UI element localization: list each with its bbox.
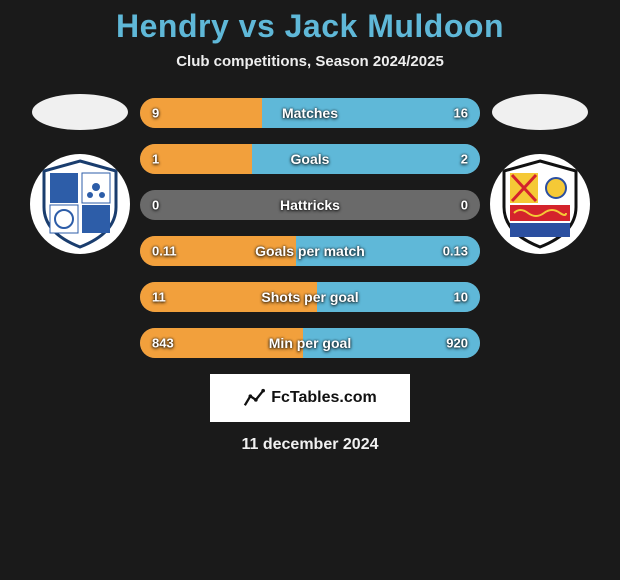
stat-value-left: 9 bbox=[152, 106, 159, 121]
stat-bar: 843 Min per goal 920 bbox=[140, 328, 480, 358]
stat-bar: 0.11 Goals per match 0.13 bbox=[140, 236, 480, 266]
player-right-crest bbox=[490, 154, 590, 254]
shield-icon bbox=[40, 159, 120, 249]
stat-value-left: 0.11 bbox=[152, 244, 177, 259]
shield-icon bbox=[500, 159, 580, 249]
stat-bar: 9 Matches 16 bbox=[140, 98, 480, 128]
stat-label: Shots per goal bbox=[261, 289, 358, 305]
comparison-container: Hendry vs Jack Muldoon Club competitions… bbox=[0, 0, 620, 580]
stat-label: Min per goal bbox=[269, 335, 351, 351]
stat-value-right: 10 bbox=[454, 290, 468, 305]
stat-value-right: 0.13 bbox=[443, 244, 468, 259]
stat-value-left: 1 bbox=[152, 152, 159, 167]
brand-box: FcTables.com bbox=[210, 374, 410, 422]
date-label: 11 december 2024 bbox=[242, 436, 379, 454]
player-right-column bbox=[480, 94, 600, 254]
stat-fill-right bbox=[252, 144, 480, 174]
page-title: Hendry vs Jack Muldoon bbox=[116, 8, 504, 45]
stat-bar: 0 Hattricks 0 bbox=[140, 190, 480, 220]
stat-value-left: 0 bbox=[152, 198, 159, 213]
stat-value-right: 2 bbox=[461, 152, 468, 167]
stat-value-right: 920 bbox=[446, 336, 468, 351]
stat-label: Goals bbox=[291, 151, 330, 167]
stat-value-right: 16 bbox=[454, 106, 468, 121]
stat-value-left: 843 bbox=[152, 336, 174, 351]
player-left-column bbox=[20, 94, 140, 254]
chart-icon bbox=[243, 387, 265, 409]
brand-label: FcTables.com bbox=[271, 389, 377, 407]
stat-label: Hattricks bbox=[280, 197, 340, 213]
stat-label: Goals per match bbox=[255, 243, 365, 259]
comparison-area: 9 Matches 16 1 Goals 2 0 Hattricks 0 0.11 Goals pe… bbox=[0, 94, 620, 358]
player-left-avatar-placeholder bbox=[32, 94, 128, 130]
stat-bar: 1 Goals 2 bbox=[140, 144, 480, 174]
player-left-crest bbox=[30, 154, 130, 254]
stat-value-left: 11 bbox=[152, 290, 166, 305]
stat-label: Matches bbox=[282, 105, 338, 121]
stat-value-right: 0 bbox=[461, 198, 468, 213]
stats-column: 9 Matches 16 1 Goals 2 0 Hattricks 0 0.11 Goals pe… bbox=[140, 98, 480, 358]
stat-bar: 11 Shots per goal 10 bbox=[140, 282, 480, 312]
subtitle: Club competitions, Season 2024/2025 bbox=[176, 53, 444, 70]
player-right-avatar-placeholder bbox=[492, 94, 588, 130]
